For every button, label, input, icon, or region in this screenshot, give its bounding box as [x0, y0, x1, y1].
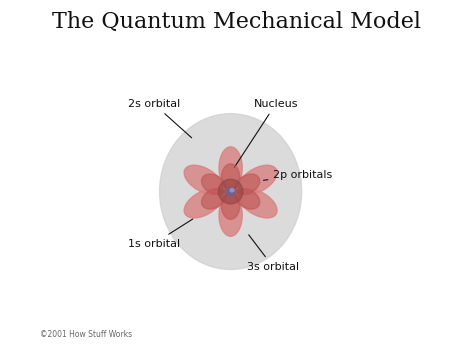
- Text: 2s orbital: 2s orbital: [128, 99, 191, 138]
- Ellipse shape: [221, 164, 240, 190]
- Ellipse shape: [184, 165, 223, 195]
- Ellipse shape: [238, 189, 277, 218]
- Ellipse shape: [201, 189, 226, 209]
- Ellipse shape: [219, 194, 242, 236]
- Ellipse shape: [160, 114, 301, 269]
- Ellipse shape: [238, 165, 277, 195]
- Ellipse shape: [219, 147, 242, 189]
- Ellipse shape: [226, 188, 235, 195]
- Ellipse shape: [230, 189, 234, 192]
- Text: 2p orbitals: 2p orbitals: [264, 170, 333, 180]
- Ellipse shape: [201, 174, 226, 195]
- Text: ©2001 How Stuff Works: ©2001 How Stuff Works: [40, 330, 132, 339]
- Text: 1s orbital: 1s orbital: [128, 219, 193, 248]
- Ellipse shape: [184, 189, 223, 218]
- Text: 3s orbital: 3s orbital: [247, 235, 299, 272]
- Ellipse shape: [235, 174, 260, 195]
- Ellipse shape: [219, 179, 243, 204]
- Ellipse shape: [221, 193, 240, 219]
- Text: Nucleus: Nucleus: [234, 99, 298, 167]
- Text: The Quantum Mechanical Model: The Quantum Mechanical Model: [53, 11, 421, 33]
- Ellipse shape: [235, 189, 260, 209]
